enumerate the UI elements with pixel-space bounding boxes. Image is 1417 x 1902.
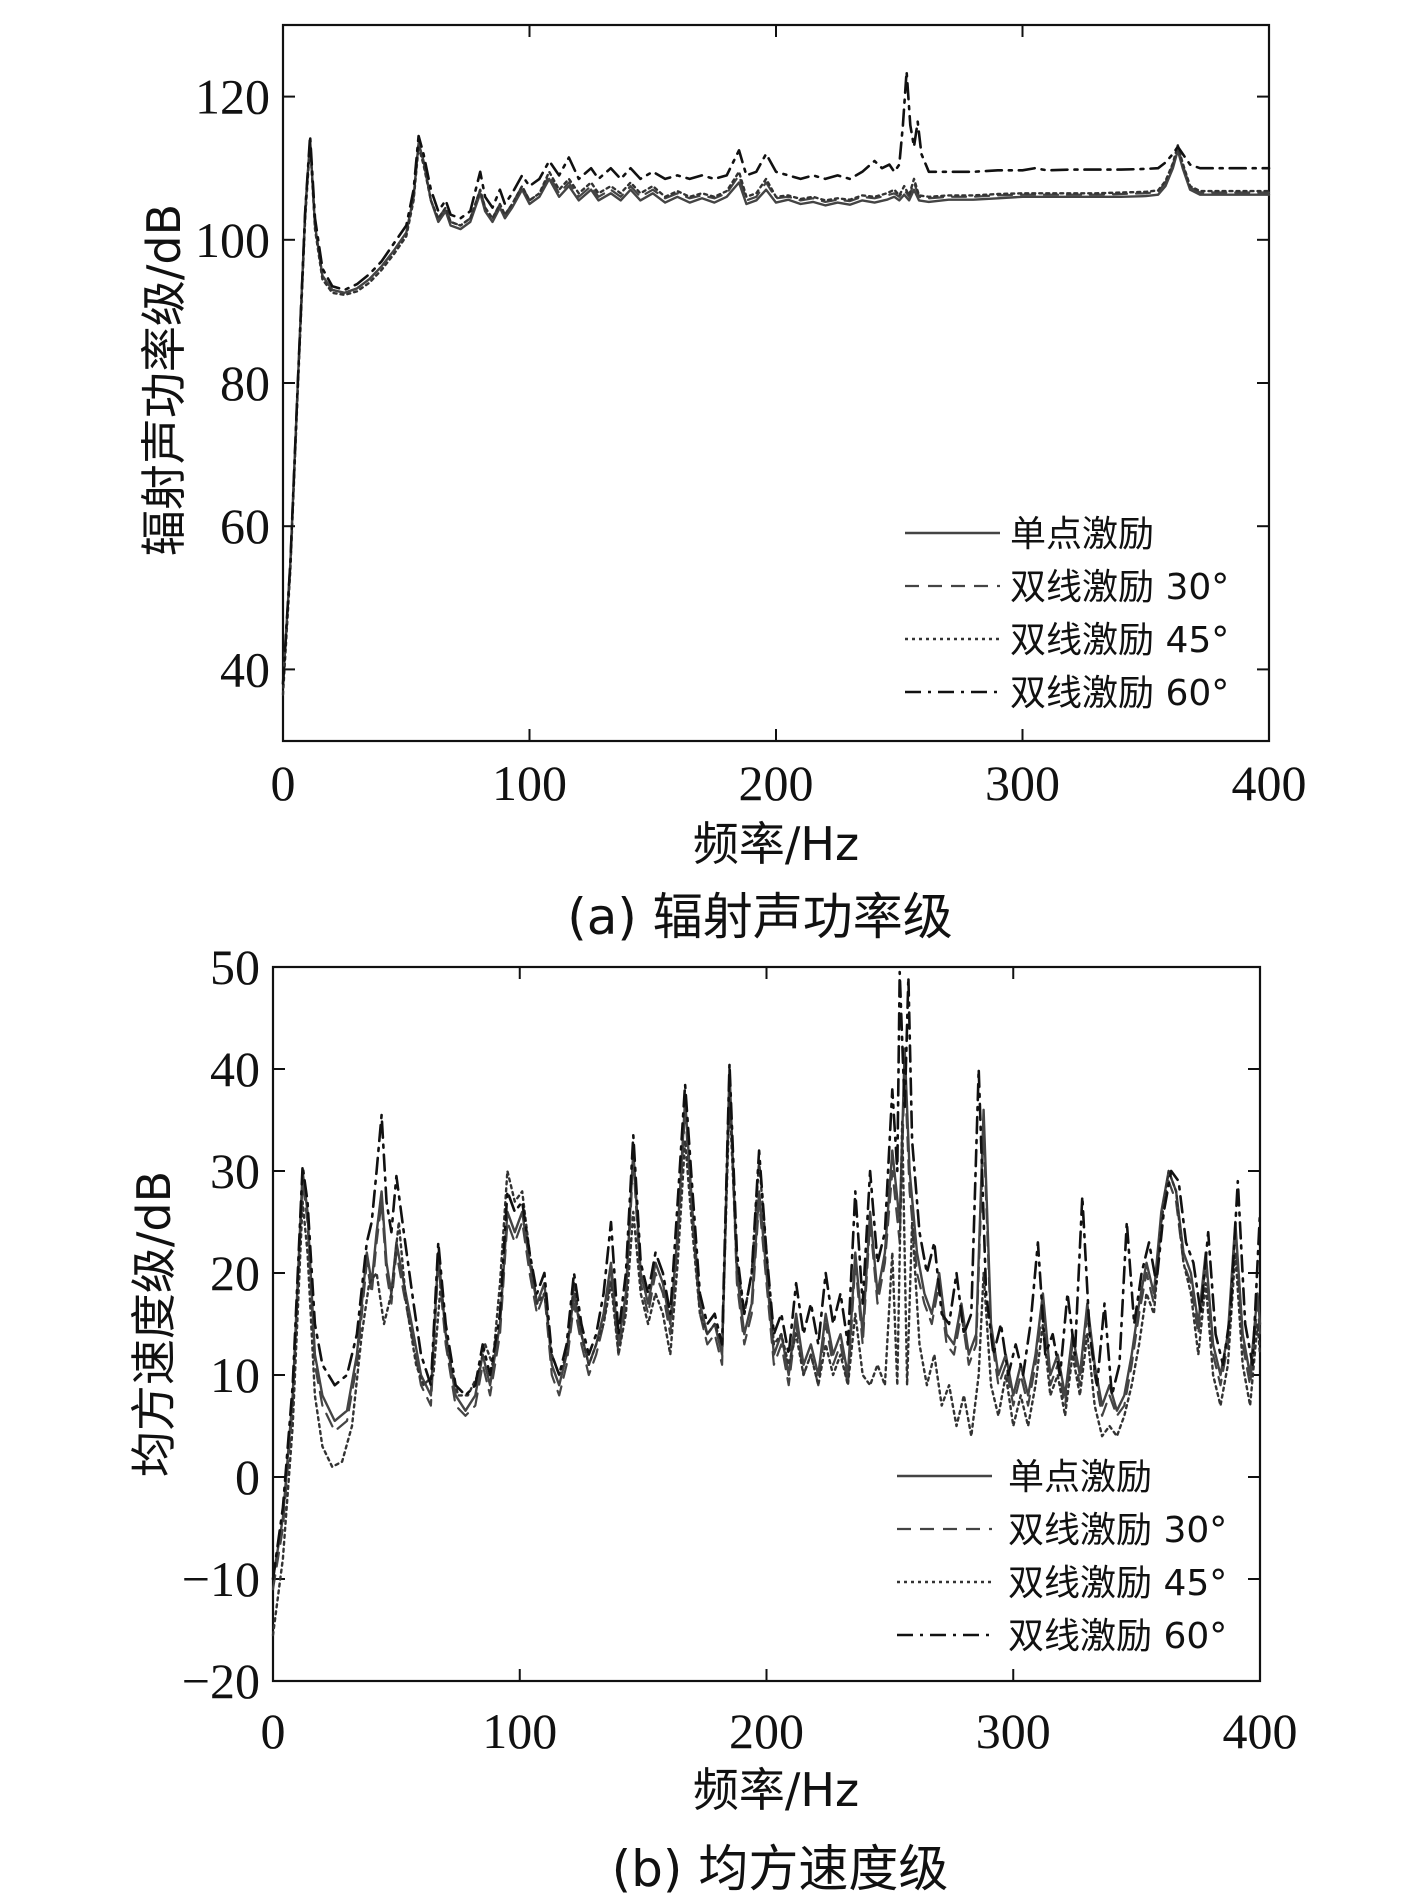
caption-b: (b) 均方速度级 [612,1840,949,1898]
y-tick-label-b: 50 [210,939,260,995]
series-group-b [271,970,1262,1637]
y-tick-label-a: 100 [195,212,270,268]
series-group-a [281,70,1271,696]
legend-label-b-2: 双线激励 45° [1008,1563,1227,1604]
x-tick-label-b: 0 [261,1703,286,1759]
tick-marks-a: 40 60 80 100 120 0 100 200 300 400 [195,25,1307,811]
legend-label-a-3: 双线激励 60° [1010,673,1229,714]
x-tick-label-b: 100 [482,1703,557,1759]
y-tick-label-b: 20 [210,1245,260,1301]
y-tick-label-b: 40 [210,1041,260,1097]
series-line-b-2 [271,1098,1262,1637]
x-axis-label-b: 频率/Hz [693,1763,859,1817]
legend-label-a-2: 双线激励 45° [1010,620,1229,661]
y-axis-label-b: 均方速度级/dB [127,1171,181,1477]
series-line-a-2 [281,141,1271,696]
y-tick-label-a: 60 [220,498,270,554]
x-tick-label-a: 300 [985,755,1060,811]
x-tick-label-a: 0 [271,755,296,811]
x-tick-label-b: 200 [729,1703,804,1759]
y-tick-label-b: 10 [210,1347,260,1403]
tick-marks-b: −20 −10 0 10 20 30 40 50 0 100 200 300 400 [182,939,1298,1759]
y-tick-label-a: 120 [195,69,270,125]
x-tick-label-a: 400 [1232,755,1307,811]
legend-label-a-0: 单点激励 [1010,514,1154,555]
y-tick-label-b: 0 [235,1449,260,1505]
caption-a: (a) 辐射声功率级 [567,888,953,946]
x-tick-label-a: 200 [739,755,814,811]
legend-label-b-3: 双线激励 60° [1008,1616,1227,1657]
x-tick-label-b: 400 [1223,1703,1298,1759]
legend-label-a-1: 双线激励 30° [1010,567,1229,608]
y-axis-label-a: 辐射声功率级/dB [137,204,191,556]
legend-label-b-1: 双线激励 30° [1008,1510,1227,1551]
y-tick-label-b: −20 [182,1653,260,1709]
series-line-b-0 [271,1047,1262,1581]
series-line-a-1 [281,138,1271,685]
series-line-b-3 [271,970,1262,1581]
chart-panel-b: −20 −10 0 10 20 30 40 50 0 100 200 300 400 单点激励双线激励 … [127,939,1298,1898]
y-tick-label-b: 30 [210,1143,260,1199]
x-tick-label-b: 300 [976,1703,1051,1759]
series-line-a-3 [281,70,1271,685]
series-line-b-1 [271,1067,1262,1591]
x-axis-label-a: 频率/Hz [693,817,859,871]
x-tick-label-a: 100 [492,755,567,811]
y-tick-label-b: −10 [182,1551,260,1607]
y-tick-label-a: 80 [220,355,270,411]
y-tick-label-a: 40 [220,641,270,697]
legend-label-b-0: 单点激励 [1008,1457,1152,1498]
